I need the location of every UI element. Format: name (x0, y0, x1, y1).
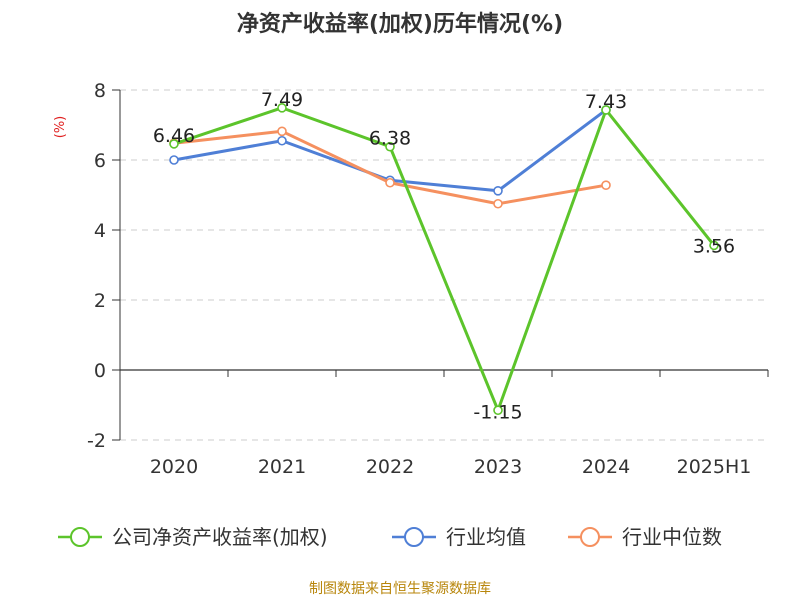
data-point (385, 141, 395, 152)
chart-title: 净资产收益率(加权)历年情况(%) (236, 12, 564, 37)
data-point (277, 126, 287, 137)
data-label: 3.56 (693, 235, 735, 257)
legend-swatch-marker (70, 527, 90, 547)
data-labels: 6.46 7.49 6.38 -1.15 7.43 3.56 (153, 89, 735, 423)
y-tick-label: 6 (94, 150, 106, 172)
data-point (169, 155, 179, 165)
axes: -2 0 2 4 6 8 (%) 2020 2021 2022 2023 2024 2025H1 (53, 80, 769, 478)
y-tick-label: 2 (94, 290, 106, 312)
data-label: -1.15 (473, 401, 522, 423)
data-point (493, 186, 503, 196)
legend-item: 行业中位数 (568, 525, 722, 549)
x-tick-label: 2021 (258, 456, 306, 478)
data-point (277, 135, 287, 146)
y-tick-label: 0 (94, 360, 106, 382)
x-tick-label: 2023 (474, 456, 522, 478)
legend-label: 行业中位数 (622, 525, 722, 549)
data-point (277, 103, 287, 113)
data-point (493, 405, 503, 416)
legend-item: 公司净资产收益率(加权) (58, 525, 328, 549)
data-point (601, 105, 611, 115)
legend-swatch-marker (404, 527, 424, 547)
y-tick-label: 4 (94, 220, 106, 242)
data-point (169, 139, 179, 149)
legend-item: 行业均值 (392, 525, 526, 549)
data-source-note: 制图数据来自恒生聚源数据库 (309, 581, 491, 597)
x-tick-label: 2024 (582, 456, 630, 478)
legend-swatch-marker (580, 527, 600, 547)
data-label: 6.46 (153, 125, 195, 147)
x-tick-label: 2020 (150, 456, 198, 478)
y-tick-label: 8 (94, 80, 106, 102)
data-point (493, 198, 503, 209)
data-point (385, 177, 395, 188)
series-lines (169, 103, 719, 416)
series-line (173, 106, 716, 412)
x-tick-label: 2025H1 (677, 456, 752, 478)
data-label: 6.38 (369, 128, 411, 150)
data-point (601, 180, 611, 190)
data-label: 7.43 (585, 91, 627, 113)
data-label: 7.49 (261, 89, 303, 111)
x-tick-label: 2022 (366, 456, 414, 478)
data-point (709, 240, 719, 251)
gridlines (120, 89, 768, 441)
legend: 公司净资产收益率(加权) 行业均值 行业中位数 (58, 525, 722, 549)
y-tick-label: -2 (87, 430, 106, 452)
legend-label: 公司净资产收益率(加权) (112, 525, 328, 549)
legend-label: 行业均值 (446, 525, 526, 549)
y-axis-unit-label: (%) (53, 116, 68, 139)
